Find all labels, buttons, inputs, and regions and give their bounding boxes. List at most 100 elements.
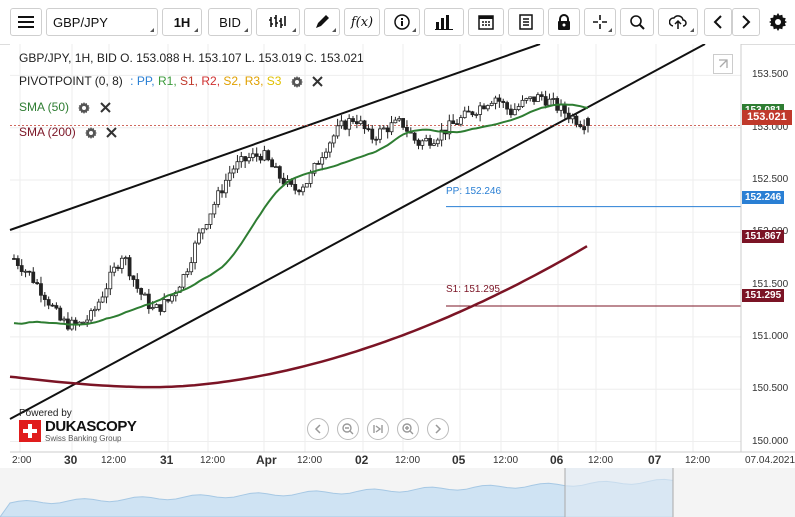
close-icon[interactable] <box>312 76 323 88</box>
candle-body <box>389 122 394 133</box>
candle-body <box>354 121 359 125</box>
pivot-legend[interactable]: PIVOTPOINT (0, 8) : PP, R1, S1, R2, S2, … <box>19 74 323 88</box>
chart-grid <box>10 44 741 452</box>
candle-body <box>39 283 43 296</box>
zoom-in-button[interactable] <box>397 418 419 440</box>
sma200-price-label: 151.867 <box>742 230 785 243</box>
candle-body <box>143 293 147 296</box>
gear-icon[interactable] <box>290 75 303 88</box>
candle-body <box>216 190 221 205</box>
report-button[interactable] <box>508 8 544 36</box>
settings-button[interactable] <box>764 8 792 36</box>
draw-button[interactable] <box>304 8 340 36</box>
volume-button[interactable] <box>424 8 464 36</box>
pivot-level-label: S3 <box>263 74 282 88</box>
pivot-level-label: R1, <box>154 74 177 88</box>
expand-icon[interactable] <box>713 54 733 74</box>
time-tick-label: 05 <box>452 453 466 467</box>
lock-button[interactable] <box>548 8 580 36</box>
candle-body <box>466 110 471 113</box>
candle-body <box>331 135 336 144</box>
zoom-out-icon <box>342 423 354 435</box>
candle-body <box>166 299 170 302</box>
candle-body <box>135 279 140 289</box>
price-side-button[interactable]: BID <box>208 8 252 36</box>
candle-body <box>270 159 275 168</box>
price-tick-label: 151.000 <box>752 330 789 342</box>
candle-body <box>401 118 405 128</box>
bar-type-button[interactable] <box>256 8 300 36</box>
powered-by-text: Powered by <box>19 408 72 419</box>
candle-body <box>432 143 436 146</box>
candle-body <box>81 321 86 324</box>
candle-body <box>193 242 197 264</box>
candle-body <box>327 142 332 153</box>
candle-body <box>428 137 432 146</box>
candle-body <box>308 172 313 184</box>
gear-icon[interactable] <box>78 101 91 114</box>
calendar-icon <box>478 15 494 30</box>
time-tick-label: 07.04.2021 <box>745 455 795 466</box>
lock-icon <box>558 14 570 30</box>
close-icon[interactable] <box>106 127 118 139</box>
candle-body <box>185 271 190 275</box>
volume-icon <box>435 15 453 30</box>
candle-body <box>451 120 456 124</box>
reset-view-button[interactable] <box>367 418 389 440</box>
navigator-selection <box>565 468 673 517</box>
time-tick-label: Apr <box>256 453 277 467</box>
crosshair-icon <box>593 15 607 29</box>
time-tick-label: 12:00 <box>395 455 421 466</box>
zoom-button[interactable] <box>620 8 654 36</box>
scroll-left-button[interactable] <box>704 8 732 36</box>
function-button[interactable]: f(x) <box>344 8 380 36</box>
gear-icon[interactable] <box>85 126 98 139</box>
chart-canvas[interactable] <box>0 44 795 468</box>
symbol-selector[interactable]: GBP/JPY <box>46 8 158 36</box>
candle-body <box>512 109 517 116</box>
close-icon[interactable] <box>99 102 111 114</box>
time-tick-label: 07 <box>648 453 662 467</box>
menu-button[interactable] <box>10 8 42 36</box>
candle-body <box>574 115 579 125</box>
candle-body <box>223 179 228 194</box>
dropdown-caret-icon <box>332 28 336 32</box>
candle-body <box>424 137 429 142</box>
candle-body <box>112 266 117 273</box>
scroll-right-button[interactable] <box>732 8 760 36</box>
brand-subtitle: Swiss Banking Group <box>45 434 122 443</box>
candle-body <box>366 128 371 131</box>
pan-left-button[interactable] <box>307 418 329 440</box>
candle-body <box>189 262 194 273</box>
timeline-navigator[interactable] <box>0 468 795 517</box>
sma200-label: SMA (200) <box>19 125 76 139</box>
candle-body <box>262 150 267 161</box>
time-tick-label: 12:00 <box>685 455 711 466</box>
dropdown-caret-icon <box>690 28 694 32</box>
info-button[interactable] <box>384 8 420 36</box>
reset-icon <box>373 425 383 433</box>
candle-body <box>58 307 63 321</box>
candle-body <box>204 224 209 230</box>
candle-body <box>293 184 298 191</box>
pivot-level-label: S1, <box>176 74 199 88</box>
candle-body <box>85 319 90 323</box>
candle-body <box>96 301 101 310</box>
pan-right-button[interactable] <box>427 418 449 440</box>
calendar-button[interactable] <box>468 8 504 36</box>
price-tick-label: 153.000 <box>752 121 789 133</box>
crosshair-button[interactable] <box>584 8 616 36</box>
candle-body <box>304 183 309 188</box>
current-price-label: 153.021 <box>742 110 792 125</box>
sma200-legend[interactable]: SMA (200) <box>19 125 118 139</box>
sma50-legend[interactable]: SMA (50) <box>19 100 111 114</box>
candle-body <box>316 162 321 165</box>
time-tick-label: 12:00 <box>200 455 226 466</box>
candle-body <box>158 304 163 312</box>
timeframe-button[interactable]: 1H <box>162 8 202 36</box>
candle-body <box>250 153 255 159</box>
zoom-out-button[interactable] <box>337 418 359 440</box>
dropdown-caret-icon <box>194 28 198 32</box>
candle-body <box>566 112 571 120</box>
upload-button[interactable] <box>658 8 698 36</box>
